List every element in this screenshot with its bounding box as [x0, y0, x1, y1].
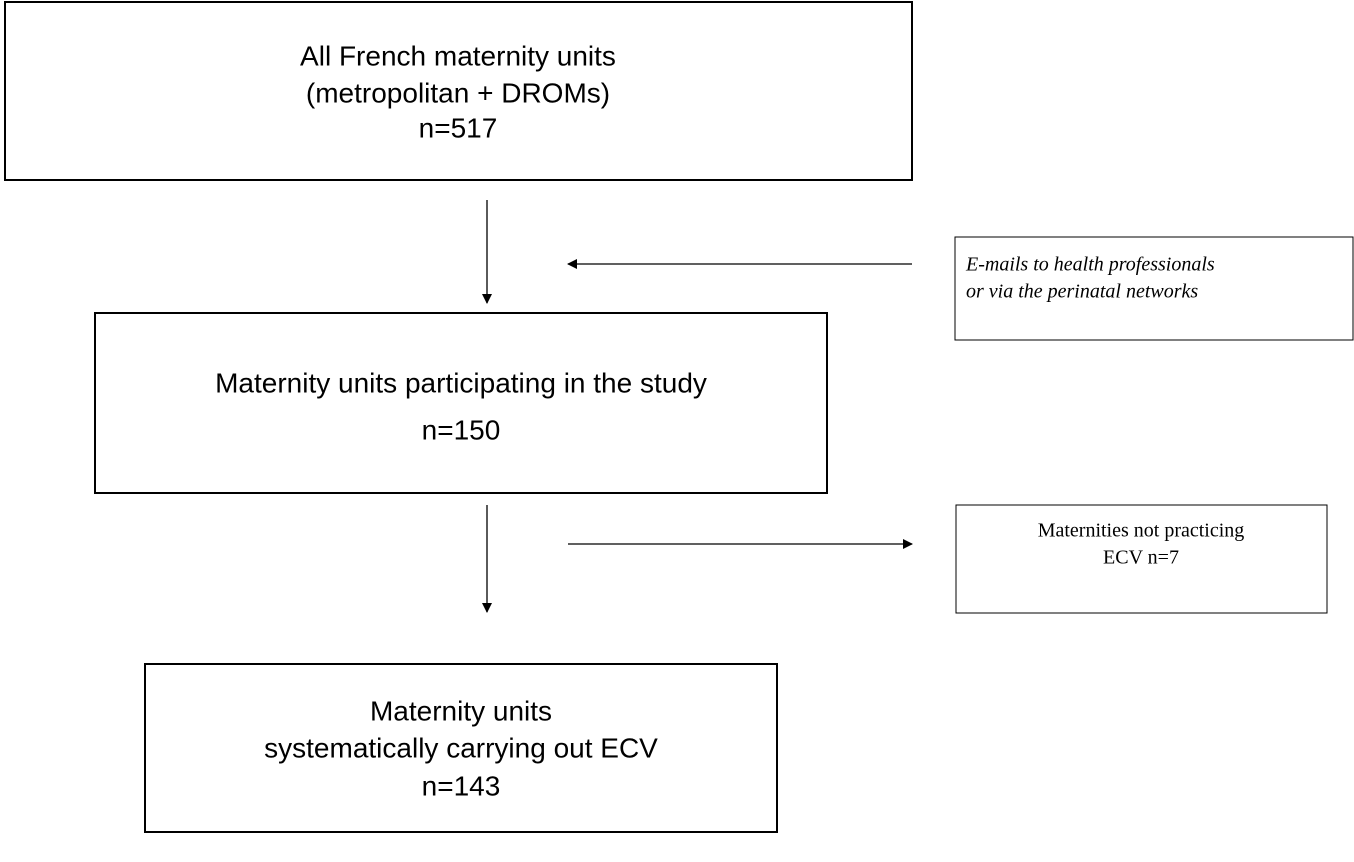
box	[94, 312, 828, 494]
side-text: Maternities not practicing	[1038, 520, 1245, 542]
node-text: n=517	[419, 112, 498, 143]
node-text: Maternity units participating in the stu…	[215, 367, 707, 398]
box	[4, 1, 913, 181]
node-text: n=143	[422, 770, 501, 801]
node-text: systematically carrying out ECV	[264, 732, 658, 763]
node-text: All French maternity units	[300, 40, 616, 71]
node-text: n=150	[422, 414, 501, 445]
side-box	[955, 504, 1328, 614]
side-text: ECV n=7	[1103, 547, 1179, 569]
box	[144, 663, 778, 833]
side-box	[954, 236, 1354, 341]
node-text: (metropolitan + DROMs)	[306, 77, 610, 108]
node-text: Maternity units	[370, 695, 552, 726]
side-text: or via the perinatal networks	[966, 281, 1198, 303]
side-text: E-mails to health professionals	[965, 254, 1215, 276]
